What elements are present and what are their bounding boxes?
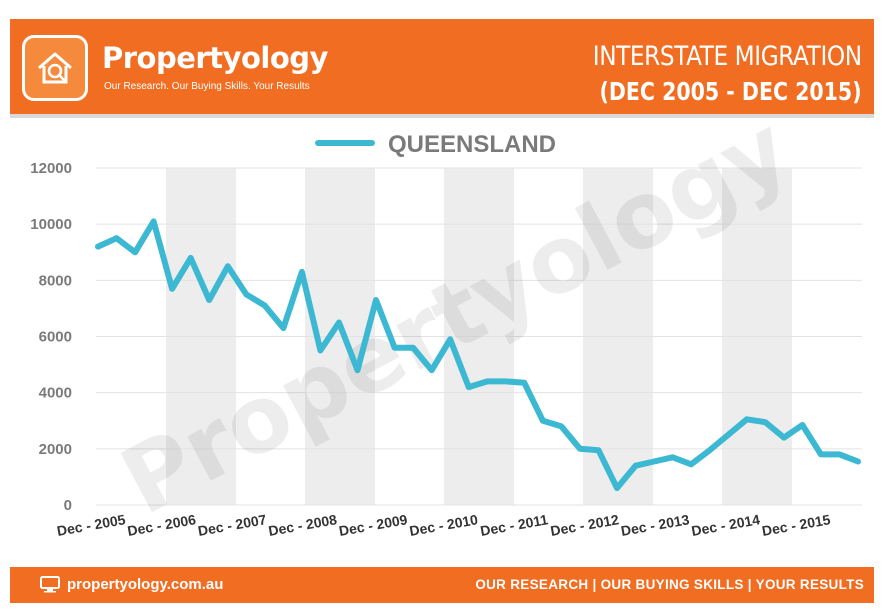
- data-point: [317, 348, 323, 353]
- data-point: [503, 378, 509, 384]
- data-point: [633, 463, 639, 469]
- data-point: [151, 218, 157, 224]
- data-point: [614, 485, 620, 491]
- x-tick-label: Dec - 2005: [56, 511, 127, 539]
- x-tick-label: Dec - 2011: [479, 511, 549, 539]
- header-banner: Propertyology Our Research. Our Buying S…: [10, 19, 874, 118]
- data-point: [243, 291, 249, 297]
- data-point: [429, 367, 435, 373]
- data-point: [540, 418, 546, 424]
- data-point: [280, 325, 286, 331]
- data-point: [336, 320, 342, 325]
- data-point: [651, 459, 657, 464]
- chart-title: INTERSTATE MIGRATION: [593, 41, 862, 72]
- data-point: [688, 461, 694, 467]
- data-point: [206, 297, 212, 303]
- y-tick-label: 6000: [39, 329, 72, 346]
- y-tick-label: 12000: [30, 160, 72, 177]
- x-tick-label: Dec - 2009: [338, 511, 409, 539]
- footer-site-link[interactable]: propertyology.com.au: [67, 576, 224, 593]
- x-tick-label: Dec - 2008: [267, 511, 338, 539]
- data-point: [577, 446, 583, 452]
- y-tick-label: 2000: [39, 441, 72, 458]
- data-point: [410, 345, 416, 351]
- data-point: [781, 435, 787, 441]
- data-point: [373, 297, 379, 303]
- x-tick-label: Dec - 2015: [761, 511, 832, 539]
- data-point: [484, 378, 490, 384]
- data-point: [799, 422, 805, 428]
- x-tick-label: Dec - 2010: [408, 511, 479, 539]
- data-point: [225, 263, 231, 269]
- x-tick-label: Dec - 2013: [620, 511, 691, 539]
- data-point: [188, 255, 194, 261]
- footer-tagline: OUR RESEARCH | OUR BUYING SKILLS | YOUR …: [475, 577, 864, 592]
- chart-subtitle: (DEC 2005 - DEC 2015): [599, 77, 862, 106]
- y-tick-label: 8000: [39, 272, 72, 289]
- x-tick-label: Dec - 2007: [197, 511, 268, 539]
- data-point: [762, 419, 768, 425]
- data-point: [466, 384, 472, 390]
- data-point: [299, 269, 305, 275]
- data-point: [95, 244, 101, 250]
- y-tick-label: 0: [64, 497, 72, 514]
- x-tick-label: Dec - 2014: [690, 511, 761, 539]
- data-point: [670, 454, 676, 460]
- data-point: [725, 432, 731, 438]
- series-line-queensland: [95, 218, 861, 492]
- data-point: [855, 459, 861, 464]
- brand-name: Propertyology: [102, 41, 328, 75]
- data-point: [818, 451, 824, 457]
- monitor-icon: [40, 576, 60, 593]
- data-point: [744, 416, 750, 422]
- y-tick-label: 4000: [39, 385, 72, 402]
- data-point: [355, 367, 360, 373]
- data-point: [521, 380, 527, 386]
- data-point: [262, 303, 268, 309]
- data-point: [114, 235, 119, 241]
- data-point: [392, 345, 398, 351]
- data-point: [169, 286, 175, 292]
- brand-tagline: Our Research. Our Buying Skills. Your Re…: [104, 81, 310, 92]
- data-point: [447, 336, 453, 342]
- line-chart: Propertyology 02000400060008000100001200…: [30, 118, 862, 539]
- y-tick-label: 10000: [30, 216, 72, 233]
- legend-label: QUEENSLAND: [388, 131, 556, 158]
- data-point: [596, 447, 601, 453]
- footer-site: propertyology.com.au: [40, 576, 223, 593]
- house-logo-icon: [22, 35, 88, 101]
- data-point: [837, 451, 842, 457]
- data-point: [707, 447, 713, 453]
- x-tick-label: Dec - 2012: [549, 511, 620, 539]
- data-point: [132, 249, 138, 255]
- data-point: [558, 423, 564, 429]
- footer-banner: propertyology.com.au OUR RESEARCH | OUR …: [10, 567, 874, 603]
